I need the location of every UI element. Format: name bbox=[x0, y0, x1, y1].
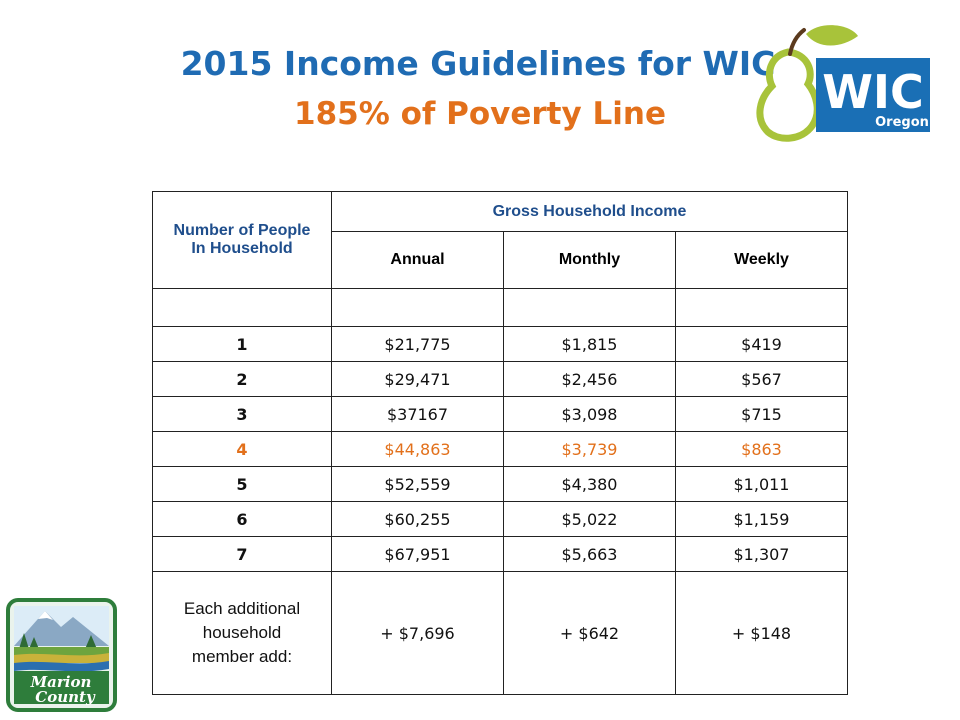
income-guidelines-table: Number of People In Household Gross Hous… bbox=[152, 191, 848, 695]
household-size-cell: 5 bbox=[152, 466, 332, 502]
header-gross-income: Gross Household Income bbox=[331, 191, 848, 232]
marion-logo-line2: County bbox=[35, 688, 96, 706]
header-monthly: Monthly bbox=[503, 231, 676, 289]
monthly-cell: $5,663 bbox=[503, 536, 676, 572]
header-weekly: Weekly bbox=[675, 231, 848, 289]
table-row: 6 $60,255 $5,022 $1,159 bbox=[152, 501, 848, 537]
marion-county-logo: Marion County bbox=[6, 598, 117, 712]
annual-cell: $60,255 bbox=[331, 501, 504, 537]
blank-cell bbox=[675, 288, 848, 327]
weekly-cell: $567 bbox=[675, 361, 848, 397]
annual-cell: $52,559 bbox=[331, 466, 504, 502]
monthly-cell: $2,456 bbox=[503, 361, 676, 397]
table-row: 2 $29,471 $2,456 $567 bbox=[152, 361, 848, 397]
additional-annual-cell: + $7,696 bbox=[331, 571, 504, 695]
page-subtitle: 185% of Poverty Line bbox=[294, 96, 666, 132]
household-size-cell: 4 bbox=[152, 431, 332, 467]
table-row: 1 $21,775 $1,815 $419 bbox=[152, 326, 848, 362]
additional-weekly-cell: + $148 bbox=[675, 571, 848, 695]
household-size-cell: 3 bbox=[152, 396, 332, 432]
table-subheader-row: Annual Monthly Weekly bbox=[153, 231, 848, 289]
table-row-highlighted: 4 $44,863 $3,739 $863 bbox=[152, 431, 848, 467]
household-size-cell: 7 bbox=[152, 536, 332, 572]
marion-logo-line1: Marion bbox=[30, 673, 92, 691]
weekly-cell: $1,011 bbox=[675, 466, 848, 502]
blank-cell bbox=[503, 288, 676, 327]
additional-monthly-cell: + $642 bbox=[503, 571, 676, 695]
wic-logo-text: WIC bbox=[822, 65, 924, 119]
annual-cell: $21,775 bbox=[331, 326, 504, 362]
blank-cell bbox=[331, 288, 504, 327]
annual-cell: $37167 bbox=[331, 396, 504, 432]
monthly-cell: $3,739 bbox=[503, 431, 676, 467]
household-size-cell: 2 bbox=[152, 361, 332, 397]
wic-logo-subtext: Oregon bbox=[875, 115, 929, 130]
weekly-cell: $1,159 bbox=[675, 501, 848, 537]
monthly-cell: $3,098 bbox=[503, 396, 676, 432]
annual-cell: $44,863 bbox=[331, 431, 504, 467]
table-row-additional: Each additional household member add: + … bbox=[152, 571, 848, 695]
page-title: 2015 Income Guidelines for WIC bbox=[180, 44, 776, 83]
table-blank-row bbox=[152, 288, 848, 327]
weekly-cell: $419 bbox=[675, 326, 848, 362]
household-size-cell: 6 bbox=[152, 501, 332, 537]
annual-cell: $29,471 bbox=[331, 361, 504, 397]
monthly-cell: $4,380 bbox=[503, 466, 676, 502]
table-row: 7 $67,951 $5,663 $1,307 bbox=[152, 536, 848, 572]
weekly-cell: $1,307 bbox=[675, 536, 848, 572]
annual-cell: $67,951 bbox=[331, 536, 504, 572]
header-annual: Annual bbox=[331, 231, 504, 289]
blank-cell bbox=[152, 288, 332, 327]
weekly-cell: $863 bbox=[675, 431, 848, 467]
table-row: 3 $37167 $3,098 $715 bbox=[152, 396, 848, 432]
weekly-cell: $715 bbox=[675, 396, 848, 432]
monthly-cell: $1,815 bbox=[503, 326, 676, 362]
table-row: 5 $52,559 $4,380 $1,011 bbox=[152, 466, 848, 502]
wic-oregon-logo: WIC Oregon bbox=[756, 25, 930, 142]
header-household-size: Number of People In Household bbox=[152, 191, 332, 289]
additional-member-label: Each additional household member add: bbox=[152, 571, 332, 695]
table-header-row: Number of People In Household Gross Hous… bbox=[152, 191, 848, 289]
monthly-cell: $5,022 bbox=[503, 501, 676, 537]
household-size-cell: 1 bbox=[152, 326, 332, 362]
